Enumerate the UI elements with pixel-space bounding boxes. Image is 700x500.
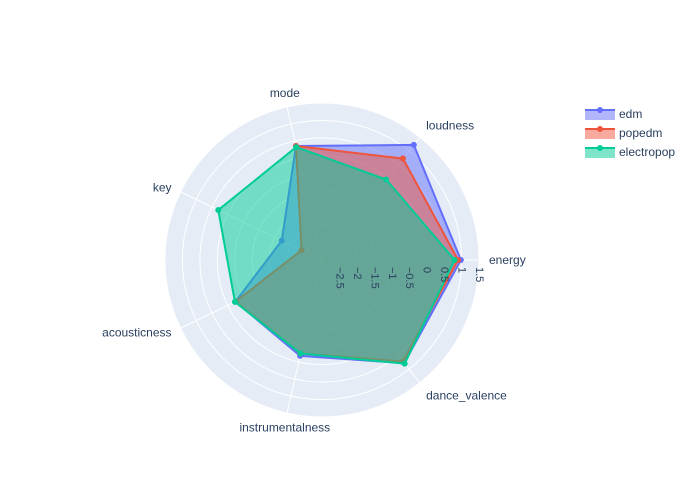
legend-swatch xyxy=(585,148,615,158)
data-point-popedm-loudness[interactable] xyxy=(399,155,406,162)
radial-tick-label: 1.5 xyxy=(473,267,485,282)
radial-tick-label: 0 xyxy=(421,267,433,273)
data-point-electropop-key[interactable] xyxy=(215,207,222,214)
legend-swatch xyxy=(585,110,615,120)
data-point-electropop-mode[interactable] xyxy=(293,144,300,151)
radial-tick-labels: −2.5 −2 −1.5 −1 −0.5 0 0.5 1 1.5 xyxy=(333,267,485,289)
radial-tick-label: −0.5 xyxy=(403,267,415,289)
data-point-electropop-energy[interactable] xyxy=(451,257,458,263)
axis-label-mode: mode xyxy=(270,86,300,100)
axis-label-acousticness: acousticness xyxy=(102,325,171,339)
legend-label: electropop xyxy=(619,145,675,159)
legend-label: popedm xyxy=(619,126,662,140)
data-point-edm-loudness[interactable] xyxy=(410,141,417,148)
data-point-electropop-loudness[interactable] xyxy=(383,176,390,183)
legend-marker xyxy=(597,107,603,113)
axis-label-dance_valence: dance_valence xyxy=(426,388,507,402)
data-point-electropop-acousticness[interactable] xyxy=(231,298,238,305)
data-point-electropop-dance_valence[interactable] xyxy=(401,360,408,367)
radial-tick-label: 1 xyxy=(456,267,468,273)
radial-tick-label: −2 xyxy=(351,267,363,280)
axis-label-loudness: loudness xyxy=(426,118,474,132)
legend-label: edm xyxy=(619,107,642,121)
series-electropop xyxy=(215,144,458,367)
series-area-electropop xyxy=(217,146,456,365)
angular-axis-labels: energy loudness mode key acousticness instrum… xyxy=(102,86,526,434)
data-point-electropop-instrumentalness[interactable] xyxy=(297,350,304,357)
legend-item-edm[interactable]: edm xyxy=(585,107,642,121)
radial-tick-label: −2.5 xyxy=(333,267,345,289)
legend[interactable]: edm popedm electropop xyxy=(585,107,675,159)
axis-label-key: key xyxy=(153,181,172,195)
legend-marker xyxy=(597,126,603,132)
radial-tick-label: −1.5 xyxy=(368,267,380,289)
series-traces xyxy=(215,141,464,367)
radial-tick-label: 0.5 xyxy=(438,267,450,282)
legend-swatch xyxy=(585,129,615,139)
legend-item-electropop[interactable]: electropop xyxy=(585,145,675,159)
radial-tick-label: −1 xyxy=(386,267,398,280)
axis-label-energy: energy xyxy=(489,253,526,267)
legend-item-popedm[interactable]: popedm xyxy=(585,126,662,140)
axis-label-instrumentalness: instrumentalness xyxy=(239,421,330,435)
legend-marker xyxy=(597,145,603,151)
